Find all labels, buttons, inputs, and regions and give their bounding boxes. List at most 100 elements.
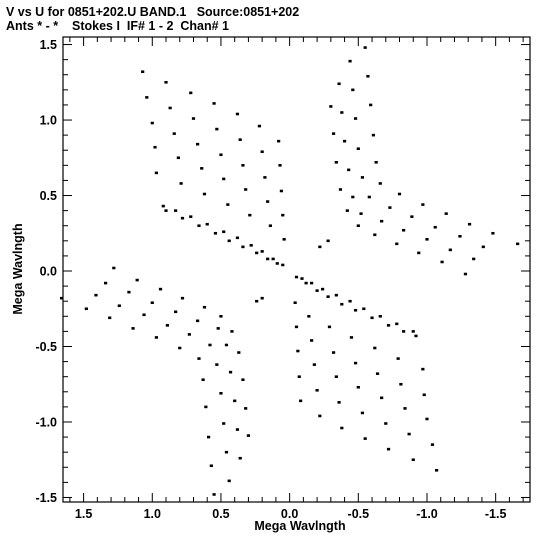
uv-point <box>241 164 245 167</box>
uv-point <box>145 96 149 99</box>
uv-point <box>224 450 229 454</box>
uv-point <box>282 238 286 241</box>
uv-point <box>326 239 330 243</box>
uv-point <box>403 407 407 410</box>
uv-point <box>233 399 237 403</box>
uv-point <box>414 334 418 338</box>
uv-point <box>430 443 435 446</box>
uv-point <box>278 164 282 167</box>
uv-point <box>386 447 391 451</box>
uv-point <box>235 236 240 240</box>
uv-point <box>117 304 121 308</box>
uv-point <box>213 231 218 235</box>
uv-point <box>334 161 338 164</box>
uv-point <box>395 322 399 326</box>
uv-point <box>204 405 208 409</box>
uv-point <box>178 346 182 350</box>
uv-point <box>219 315 223 318</box>
uv-point <box>315 289 319 292</box>
uv-point <box>388 206 392 209</box>
uv-point <box>164 80 168 84</box>
uv-point <box>310 339 314 342</box>
uv-point <box>205 222 209 226</box>
uv-point <box>235 428 240 431</box>
uv-point <box>360 176 365 179</box>
y-tick-labels: 1.5 1.0 0.5 0.0 -0.5 -1.0 -1.5 <box>35 38 57 505</box>
uv-point <box>331 132 336 135</box>
uv-point <box>396 357 400 360</box>
uv-point <box>371 133 376 137</box>
x-axis-label: Mega Wavlngth <box>254 519 345 533</box>
uv-point <box>342 139 347 143</box>
chart-title: V vs U for 0851+202.U BAND.1 Source:0851… <box>6 5 300 19</box>
uv-point <box>327 325 332 329</box>
data-points <box>60 46 520 496</box>
uv-point <box>360 411 365 415</box>
uv-point <box>230 330 234 333</box>
uv-point <box>348 299 352 303</box>
uv-point <box>200 167 204 170</box>
uv-point <box>338 188 343 191</box>
uv-point <box>397 192 402 196</box>
uv-point <box>356 385 360 389</box>
uv-point <box>369 103 373 107</box>
uv-point <box>255 251 259 255</box>
uv-point <box>294 275 299 279</box>
uv-point <box>161 204 165 208</box>
uv-point <box>331 351 336 354</box>
uv-point <box>375 372 380 375</box>
chart-subtitle: Ants * - * Stokes I IF# 1 - 2 Chan# 1 <box>6 19 229 33</box>
uv-point <box>347 168 351 172</box>
uv-point <box>340 111 344 114</box>
uv-point <box>395 242 399 246</box>
uv-point <box>351 88 355 92</box>
uv-point <box>219 153 223 157</box>
uv-point <box>174 209 178 212</box>
uv-point <box>268 224 273 228</box>
uv-point <box>244 407 248 410</box>
uv-point <box>334 375 338 378</box>
uv-point <box>417 251 421 255</box>
uv-point <box>384 422 388 425</box>
plot-frame <box>62 36 531 503</box>
uv-point <box>219 391 223 395</box>
uv-point <box>481 245 485 249</box>
x-tick-label: -1.5 <box>485 507 507 521</box>
uv-point <box>407 432 411 436</box>
uv-point <box>491 231 495 235</box>
y-tick-label: 0.5 <box>40 189 57 203</box>
uv-point <box>94 293 98 297</box>
uv-point <box>260 150 264 154</box>
uv-point <box>421 367 425 371</box>
uv-point <box>356 224 360 228</box>
uv-point <box>164 209 168 212</box>
uv-point <box>180 296 185 300</box>
uv-point <box>191 117 196 120</box>
uv-point <box>127 290 131 294</box>
uv-point <box>281 213 285 217</box>
x-tick-labels: 1.5 1.0 0.5 0.0 -0.5 -1.0 -1.5 <box>75 507 507 521</box>
uv-point <box>212 493 216 496</box>
uv-point <box>348 59 352 63</box>
uv-point <box>304 281 308 285</box>
uv-point <box>386 324 391 327</box>
uv-point <box>260 250 264 253</box>
uv-point <box>260 296 264 300</box>
uv-point <box>271 257 275 261</box>
x-tick-label: -0.5 <box>348 507 370 521</box>
uv-point <box>425 417 429 421</box>
uv-point <box>448 248 452 252</box>
uv-point <box>281 263 285 267</box>
uv-point <box>458 234 462 238</box>
uv-point <box>334 293 338 297</box>
uv-point <box>187 333 191 336</box>
uv-point <box>307 315 311 318</box>
uv-point <box>378 182 382 185</box>
uv-point <box>378 315 382 318</box>
uv-point <box>410 215 414 218</box>
uv-point <box>150 301 154 305</box>
uv-point <box>180 216 185 220</box>
uv-point <box>411 330 415 333</box>
uv-point <box>293 301 297 305</box>
uv-point <box>235 112 240 116</box>
